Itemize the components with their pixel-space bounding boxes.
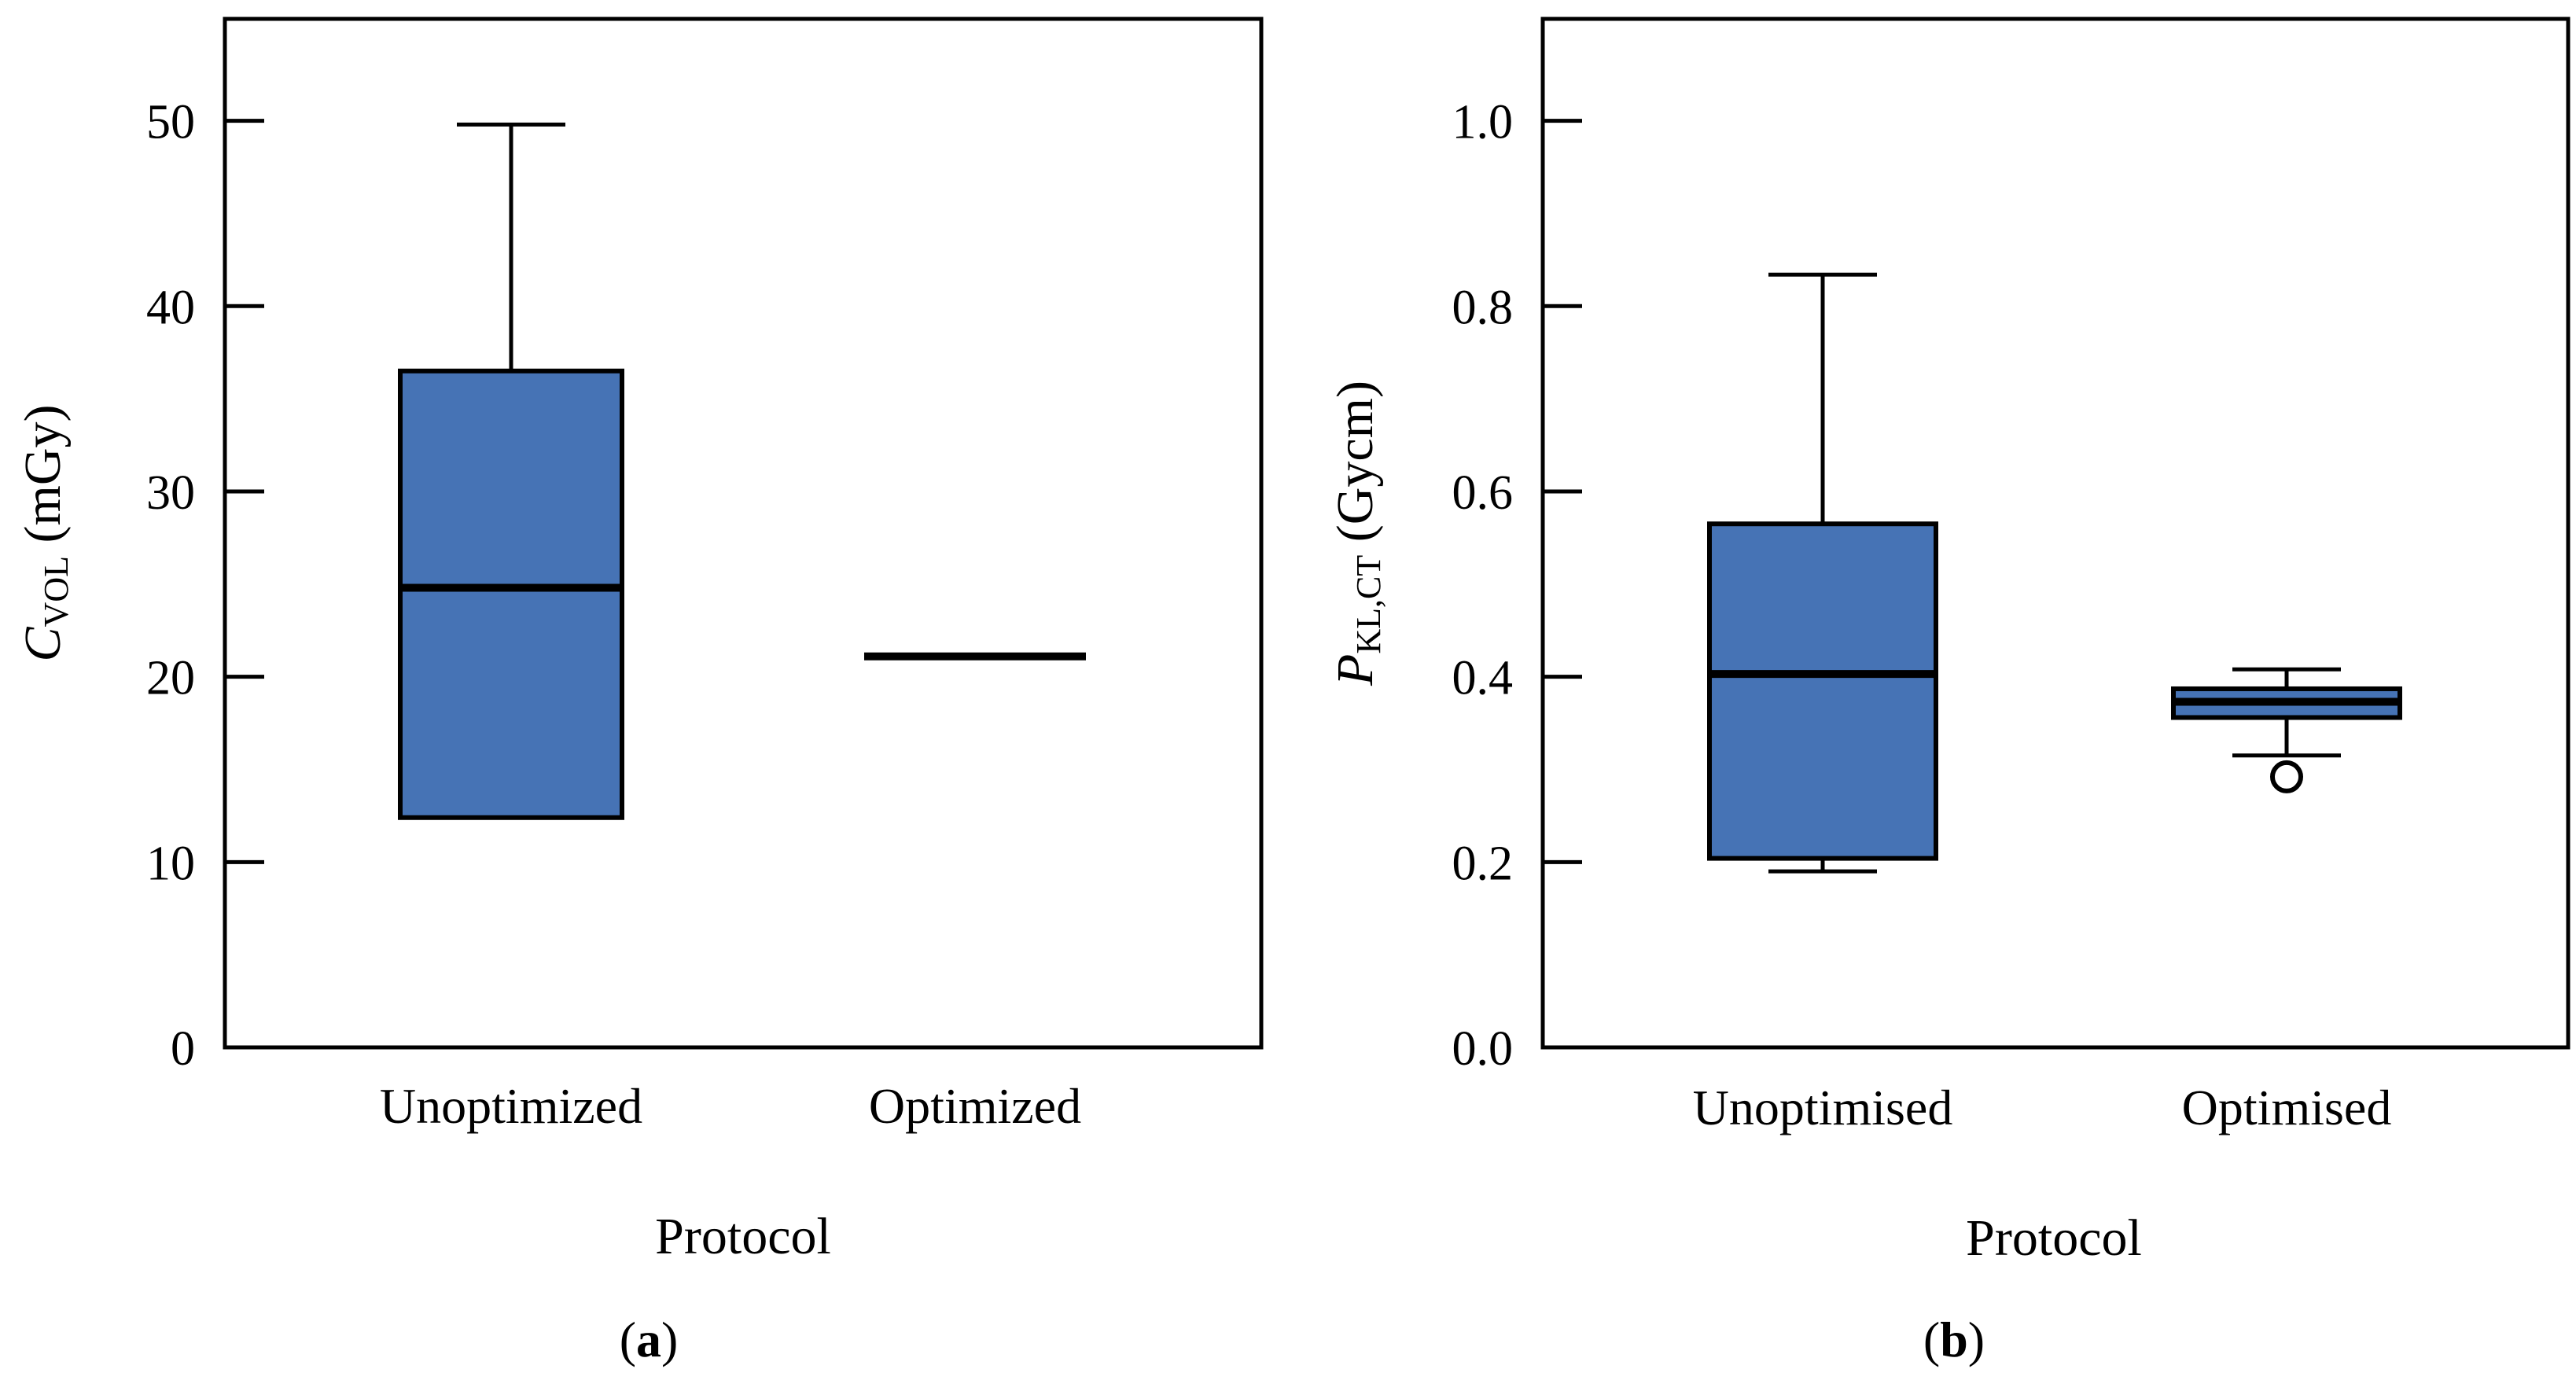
panel-a-marks: [398, 122, 1086, 820]
panel-b-y-tick-label-2: 0.4: [1452, 652, 1514, 705]
panel-b-label: (b): [1923, 1312, 1985, 1367]
panel-b-box-1: [2171, 667, 2402, 793]
panel-a-y-axis: 0 10 20 30 40 50: [146, 96, 264, 1076]
panel-b-x-axis-title: Protocol: [1966, 1209, 2142, 1267]
panel-b-y-axis-subscript: KL,CT: [1349, 555, 1388, 654]
panel-a-label-letter: a: [636, 1312, 661, 1367]
panel-a-category-label-1: Optimized: [869, 1078, 1081, 1134]
panel-a-box-0-body: [398, 368, 624, 820]
panel-a-y-axis-symbol: C: [14, 626, 72, 661]
panel-a-y-tick-label-4: 40: [146, 281, 195, 334]
panel-b-x-axis: Unoptimised Optimised: [1693, 1080, 2392, 1135]
panel-a-category-label-0: Unoptimized: [380, 1078, 642, 1134]
panel-b-y-axis: 0.0 0.2 0.4 0.6 0.8 1.0: [1452, 96, 1582, 1076]
panel-a-label-open: (: [620, 1312, 636, 1367]
panel-a-x-axis-title: Protocol: [655, 1208, 831, 1265]
panel-a-y-tick-label-0: 0: [171, 1022, 195, 1076]
panel-a-y-axis-title: CVOL (mGy): [14, 405, 75, 662]
panel-b-box-1-outlier-0: [2270, 760, 2303, 793]
panel-b-label-letter: b: [1940, 1312, 1968, 1367]
panel-b-category-label-0: Unoptimised: [1693, 1080, 1953, 1135]
panel-b-label-open: (: [1923, 1312, 1940, 1367]
panel-a-y-tick-label-2: 20: [146, 652, 195, 705]
panel-b-label-close: ): [1968, 1312, 1985, 1367]
panel-b-y-tick-label-1: 0.2: [1452, 837, 1514, 890]
panel-a-plot-frame: [223, 17, 1264, 1050]
panel-b-box-0: [1707, 272, 1938, 874]
panel-b-y-axis-unit: (Gycm): [1327, 381, 1384, 555]
panel-a-x-axis: Unoptimized Optimized: [380, 1078, 1081, 1134]
panel-a-label-close: ): [661, 1312, 678, 1367]
panel-b-y-axis-title: PKL,CT (Gycm): [1327, 381, 1388, 686]
panel-b-y-axis-symbol: P: [1327, 654, 1384, 686]
panel-b-y-tick-label-3: 0.6: [1452, 466, 1514, 520]
panel-a-label: (a): [620, 1312, 679, 1367]
panel-b-category-label-1: Optimised: [2182, 1080, 2392, 1135]
panel-b-plot-frame: [1540, 17, 2570, 1050]
panel-a-y-tick-label-3: 30: [146, 466, 195, 520]
panel-a-box-0: [398, 122, 624, 820]
panel-b-y-tick-label-0: 0.0: [1452, 1022, 1514, 1076]
panel-a-y-axis-subscript: VOL: [37, 556, 75, 627]
panel-b-y-tick-label-4: 0.8: [1452, 281, 1514, 334]
panel-a-chart: 0 10 20 30 40 50 Unoptimized Optimized Protoc…: [14, 17, 1264, 1367]
panel-b-box-0-body: [1707, 521, 1938, 861]
panel-a-y-tick-label-1: 10: [146, 837, 195, 890]
panel-a-y-tick-label-5: 50: [146, 96, 195, 149]
panel-b-marks: [1707, 272, 2402, 874]
panel-a-y-axis-unit: (mGy): [14, 405, 72, 556]
panel-b-chart: 0.0 0.2 0.4 0.6 0.8 1.0 Unoptimised Optimised…: [1327, 17, 2570, 1367]
panel-b-y-tick-label-5: 1.0: [1452, 96, 1514, 149]
